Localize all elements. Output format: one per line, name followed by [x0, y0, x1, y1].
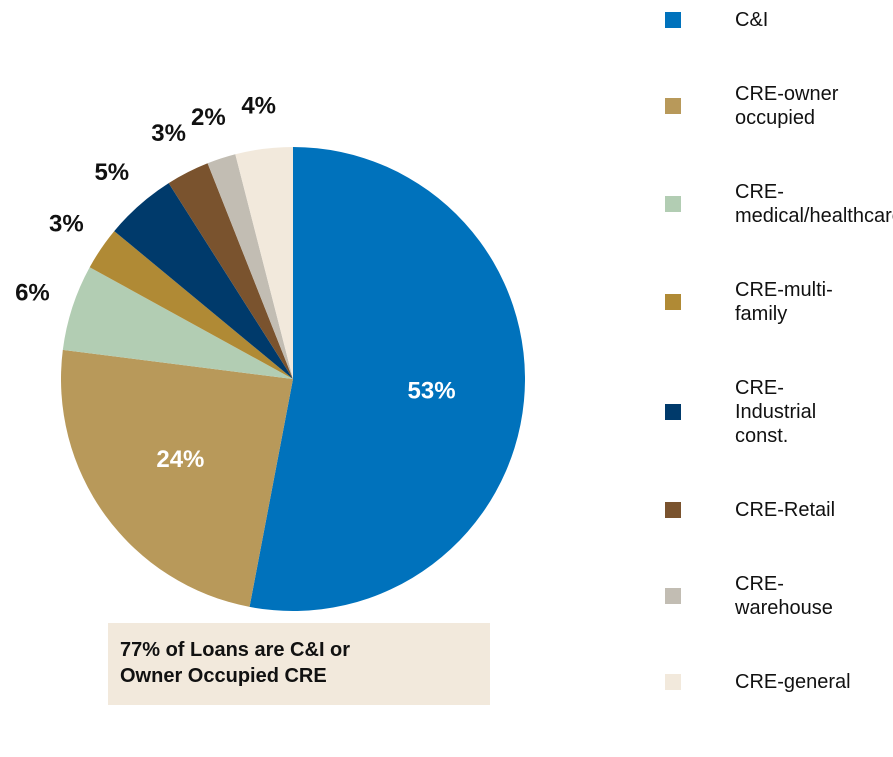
- legend-label: CRE-Industrial const.: [735, 377, 817, 447]
- legend-swatch: [665, 12, 681, 28]
- legend-item: C&I: [665, 8, 853, 32]
- legend-swatch: [665, 502, 681, 518]
- annotation: 77% of Loans are C&I or Owner Occupied C…: [120, 639, 351, 687]
- legend-item: CRE-owner occupied: [665, 82, 853, 130]
- legend-item: CRE-warehouse: [665, 572, 853, 620]
- legend-label: CRE-owner occupied: [735, 83, 839, 129]
- pie-slice: [62, 267, 293, 379]
- pie-slice: [207, 154, 293, 379]
- data-label: 3%: [151, 120, 186, 147]
- pie-slice: [89, 231, 293, 379]
- pie-slice: [249, 147, 526, 611]
- pie-chart: 53%24%6%3%5%3%2% 4%: [15, 93, 526, 611]
- legend-item: CRE-Industrial const.: [665, 376, 853, 448]
- legend-swatch: [665, 674, 681, 690]
- data-label: 4%: [241, 93, 276, 120]
- legend-label: CRE-multi-family: [735, 279, 833, 325]
- legend-item: CRE-multi-family: [665, 278, 853, 326]
- legend-label: CRE-Retail: [735, 499, 836, 521]
- pie-slice: [235, 147, 293, 379]
- legend-swatch: [665, 588, 681, 604]
- legend-item: CRE-general: [665, 670, 853, 694]
- data-label: 5%: [94, 159, 129, 186]
- legend-item: CRE-medical/healthcare: [665, 180, 893, 228]
- legend-item: CRE-Retail: [665, 498, 853, 522]
- legend-label: CRE-medical/healthcare: [735, 181, 893, 227]
- pie-slice: [114, 183, 293, 379]
- legend-label: CRE-warehouse: [735, 573, 833, 619]
- data-label: 24%: [156, 446, 204, 473]
- legend-label: CRE-general: [735, 671, 851, 693]
- legend-swatch: [665, 196, 681, 212]
- legend-swatch: [665, 98, 681, 114]
- legend-label: C&I: [735, 9, 769, 31]
- data-label: 2%: [191, 104, 226, 131]
- data-label: 6%: [15, 280, 50, 307]
- legend: C&I CRE-owner occupied CRE-medical/healthc…: [665, 8, 893, 694]
- pie-slice: [168, 163, 293, 379]
- legend-swatch: [665, 404, 681, 420]
- pie-slice: [60, 349, 294, 607]
- legend-swatch: [665, 294, 681, 310]
- data-label: 53%: [408, 377, 456, 404]
- data-label: 3%: [49, 210, 84, 237]
- annotation-box: 77% of Loans are C&I or Owner Occupied C…: [108, 623, 490, 705]
